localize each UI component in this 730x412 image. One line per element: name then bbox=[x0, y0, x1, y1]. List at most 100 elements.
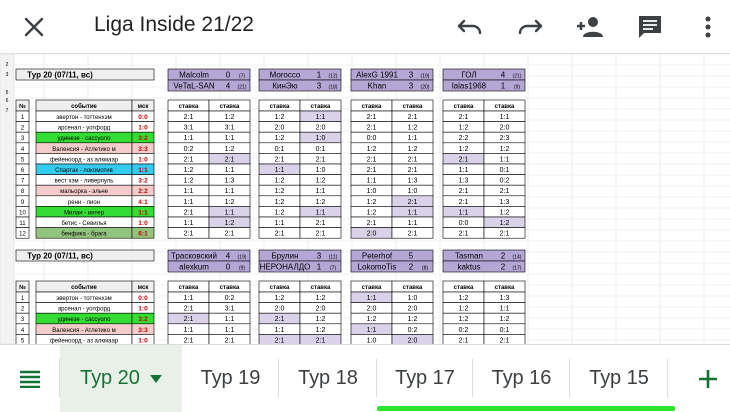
bet-value: 1:1 bbox=[367, 178, 377, 185]
bet-value: 2:1 bbox=[275, 156, 285, 163]
tab-tur-18[interactable]: Тур 18 bbox=[279, 345, 377, 412]
bet-cell bbox=[483, 227, 526, 239]
undo-icon[interactable] bbox=[452, 9, 488, 45]
row-number: 12 bbox=[19, 232, 26, 238]
bet-value: 2:1 bbox=[316, 231, 326, 238]
match-player-cell bbox=[350, 260, 434, 273]
bet-value: 1:0 bbox=[367, 188, 377, 195]
stake-header: ставка bbox=[403, 104, 423, 110]
event-score: 1:1 bbox=[138, 167, 148, 174]
menu-icon[interactable] bbox=[0, 345, 60, 412]
event-score: 2:2 bbox=[138, 188, 148, 195]
bet-value: 1:2 bbox=[459, 295, 469, 302]
bet-value: 2:0 bbox=[367, 231, 377, 238]
event-name: удинезе - сассуоло bbox=[58, 136, 112, 142]
bet-value: 1:1 bbox=[275, 327, 285, 334]
tab-tur-17[interactable]: Тур 17 bbox=[377, 345, 473, 412]
match-player-cell bbox=[442, 79, 526, 92]
bet-value: 1:2 bbox=[459, 306, 469, 313]
round-title-cell bbox=[15, 249, 155, 262]
tab-tur-19[interactable]: Тур 19 bbox=[182, 345, 279, 412]
bet-value: 2:1 bbox=[500, 188, 510, 195]
bet-value: 2:0 bbox=[316, 125, 326, 132]
player-score: 4 bbox=[501, 71, 506, 80]
stake-header: ставка bbox=[220, 104, 240, 110]
caret-down-icon[interactable] bbox=[149, 374, 162, 383]
tab-tur-15[interactable]: Тур 15 bbox=[570, 345, 668, 412]
bet-value: 1:1 bbox=[408, 135, 418, 142]
bet-value: 2:3 bbox=[500, 135, 510, 142]
bet-value: 2:1 bbox=[184, 114, 194, 121]
row-number: 6 bbox=[21, 168, 25, 174]
bet-value: 2:1 bbox=[275, 316, 285, 323]
row-number: 9 bbox=[21, 200, 25, 206]
bet-value: 2:1 bbox=[459, 156, 469, 163]
stake-header: ставка bbox=[495, 285, 515, 291]
bet-value: 2:1 bbox=[225, 337, 235, 344]
player-score: 1 bbox=[317, 71, 322, 80]
player-score: 2 bbox=[501, 252, 506, 261]
bet-value: 2:1 bbox=[459, 337, 469, 344]
bet-value: 2:1 bbox=[275, 337, 285, 344]
row-gutter bbox=[0, 54, 15, 344]
comment-icon[interactable] bbox=[632, 9, 668, 45]
player-score: 3 bbox=[409, 82, 414, 91]
more-vert-icon[interactable] bbox=[690, 9, 726, 45]
bet-value: 1:1 bbox=[225, 316, 235, 323]
col-header-event: событие bbox=[71, 103, 97, 110]
event-score: 6:1 bbox=[138, 231, 148, 238]
stake-header: ставка bbox=[362, 285, 382, 291]
player-total: (9) bbox=[514, 85, 520, 91]
bet-value: 2:1 bbox=[408, 114, 418, 121]
match-player-cell bbox=[167, 260, 251, 273]
bet-value: 1:2 bbox=[367, 146, 377, 153]
player-total: (7) bbox=[330, 266, 336, 272]
tab-tur-16[interactable]: Тур 16 bbox=[473, 345, 570, 412]
stake-header: ставка bbox=[454, 285, 474, 291]
match-player-cell bbox=[167, 79, 251, 92]
bet-value: 1:1 bbox=[316, 114, 326, 121]
bet-value: 3:1 bbox=[184, 125, 194, 132]
event-score: 3:3 bbox=[138, 146, 148, 153]
bet-value: 1:1 bbox=[275, 220, 285, 227]
bet-value: 1:2 bbox=[225, 220, 235, 227]
tab-label: Тур 18 bbox=[298, 367, 358, 389]
player-name: LokomoTis bbox=[358, 263, 397, 272]
row-number: 1 bbox=[21, 296, 25, 302]
player-name: alexkum bbox=[179, 263, 209, 272]
bet-value: 1:1 bbox=[500, 306, 510, 313]
row-number: 5 bbox=[6, 90, 9, 96]
plus-icon[interactable] bbox=[685, 345, 730, 412]
event-name: арсенал - уотфорд bbox=[58, 126, 111, 132]
stake-header: ставка bbox=[362, 104, 382, 110]
tab-tur-20[interactable]: Тур 20 bbox=[60, 345, 182, 412]
close-icon[interactable] bbox=[16, 9, 52, 45]
bet-value: 2:1 bbox=[367, 167, 377, 174]
event-name: эвертон - тоттенхэм bbox=[56, 115, 112, 121]
bet-value: 2:2 bbox=[459, 135, 469, 142]
bet-value: 2:1 bbox=[225, 156, 235, 163]
bet-cell bbox=[483, 334, 526, 344]
player-score: 3 bbox=[409, 71, 414, 80]
bet-value: 2:1 bbox=[225, 231, 235, 238]
bet-value: 1:2 bbox=[459, 146, 469, 153]
tab-label: Тур 17 bbox=[395, 367, 455, 389]
add-person-icon[interactable] bbox=[572, 9, 608, 45]
player-name: Трасковский bbox=[171, 252, 217, 261]
bet-value: 1:2 bbox=[408, 316, 418, 323]
bet-value: 1:1 bbox=[225, 135, 235, 142]
player-name: КинЭю bbox=[272, 82, 297, 91]
bet-value: 2:0 bbox=[367, 306, 377, 313]
stake-header: ставка bbox=[311, 285, 331, 291]
bet-value: 0:1 bbox=[500, 327, 510, 334]
event-score: 3:2 bbox=[138, 316, 148, 323]
player-total: (21) bbox=[238, 85, 247, 91]
stake-header: ставка bbox=[495, 104, 515, 110]
bet-value: 1:2 bbox=[225, 146, 235, 153]
bet-value: 0:2 bbox=[459, 327, 469, 334]
bet-value: 2:1 bbox=[367, 156, 377, 163]
stake-header: ставка bbox=[179, 285, 199, 291]
match-player-cell bbox=[258, 260, 342, 273]
spreadsheet-grid[interactable]: 2 3 5 6 7 Тур 20 (07/11, вс) Malcolm 0 (7) VeTaL-… bbox=[0, 54, 730, 344]
redo-icon[interactable] bbox=[512, 9, 548, 45]
